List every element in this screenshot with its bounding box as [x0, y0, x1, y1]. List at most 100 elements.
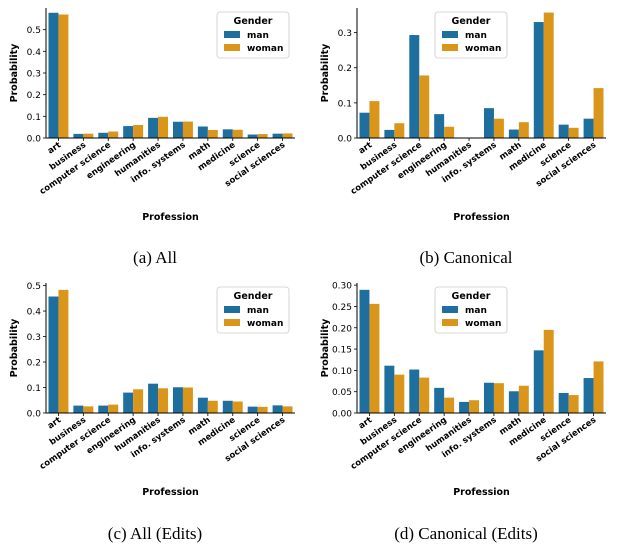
legend-swatch-woman — [442, 44, 458, 51]
bar-man-business — [73, 133, 84, 138]
bar-woman-humanities — [469, 400, 480, 413]
bar-man-info-systems — [483, 108, 494, 138]
x-tick-label: art — [357, 140, 374, 156]
y-tick-label: 0.00 — [332, 410, 352, 420]
x-axis-label: Profession — [453, 487, 510, 498]
y-axis-label: Probability — [9, 43, 20, 102]
bar-woman-science — [568, 127, 579, 138]
bar-man-info-systems — [172, 387, 183, 413]
bar-woman-science — [257, 406, 268, 413]
legend-swatch-woman — [224, 44, 240, 51]
y-axis-label: Probability — [320, 43, 331, 102]
legend-label-man: man — [465, 31, 487, 41]
bar-man-art — [359, 289, 370, 413]
legend-swatch-man — [224, 31, 240, 38]
bar-woman-info-systems — [493, 118, 504, 138]
bar-man-business — [73, 405, 84, 413]
legend-swatch-woman — [224, 319, 240, 326]
chart-panel-d: 0.00 0.05 0.10 0.15 0.20 0.25 0.30 art business c… — [311, 275, 621, 549]
bar-woman-art — [58, 289, 69, 413]
bar-woman-engineering — [444, 126, 455, 138]
bar-man-math — [508, 391, 519, 413]
x-tick-label: art — [46, 140, 63, 156]
y-tick-label: 0.2 — [338, 64, 352, 74]
legend-title: Gender — [452, 16, 491, 27]
y-tick-label: 0.30 — [332, 282, 352, 292]
bar-man-social-sciences — [583, 118, 594, 138]
bar-man-medicine — [222, 400, 233, 413]
bar-woman-info-systems — [182, 387, 193, 413]
bar-man-info-systems — [483, 382, 494, 413]
bar-man-business — [384, 365, 395, 413]
bar-man-medicine — [222, 129, 233, 138]
bar-woman-humanities — [158, 116, 169, 138]
y-tick-label: 0.15 — [332, 346, 352, 356]
chart-panel-c: 0.0 0.1 0.2 0.3 0.4 0.5 art business computer sc… — [0, 275, 310, 549]
bar-woman-info-systems — [182, 121, 193, 138]
bar-woman-social-sciences — [593, 361, 604, 413]
y-tick-label: 0.1 — [27, 384, 41, 394]
bar-man-business — [384, 129, 395, 138]
bar-man-info-systems — [172, 121, 183, 138]
y-tick-label: 0.05 — [332, 388, 352, 398]
y-tick-label: 0.3 — [338, 29, 352, 39]
legend: Gender man woman — [216, 11, 290, 59]
y-tick-label: 0.2 — [27, 359, 41, 369]
y-tick-label: 0.2 — [27, 91, 41, 101]
x-axis-label: Profession — [142, 487, 199, 498]
bar-man-computer-science — [98, 132, 109, 138]
bar-man-math — [197, 126, 208, 138]
y-tick-label: 0.10 — [332, 367, 352, 377]
bar-woman-math — [518, 385, 529, 413]
bar-woman-art — [58, 14, 69, 138]
bar-woman-humanities — [158, 388, 169, 413]
bar-man-science — [558, 124, 569, 138]
bar-woman-computer-science — [419, 377, 430, 413]
bar-woman-business — [394, 374, 405, 413]
bar-woman-science — [568, 395, 579, 413]
bar-woman-computer-science — [108, 131, 119, 138]
bar-man-humanities — [148, 383, 159, 413]
bar-man-art — [48, 296, 59, 413]
bar-man-engineering — [123, 126, 134, 138]
bar-man-math — [508, 129, 519, 138]
caption-c: (c) All (Edits) — [107, 524, 203, 543]
bar-woman-business — [394, 123, 405, 138]
y-tick-label: 0.20 — [332, 324, 352, 334]
x-axis-label: Profession — [453, 212, 510, 223]
bar-woman-social-sciences — [593, 88, 604, 138]
legend-label-woman: woman — [247, 319, 283, 329]
legend-label-woman: woman — [247, 44, 283, 54]
bar-man-engineering — [434, 114, 445, 138]
bar-man-science — [247, 134, 258, 138]
legend-swatch-man — [442, 31, 458, 38]
bar-man-social-sciences — [272, 133, 283, 138]
x-tick-label: art — [357, 415, 374, 431]
bar-woman-business — [83, 406, 94, 413]
bar-woman-info-systems — [493, 383, 504, 413]
bar-man-science — [558, 392, 569, 413]
bar-woman-social-sciences — [282, 406, 293, 413]
bar-woman-computer-science — [419, 75, 430, 138]
y-tick-label: 0.5 — [27, 26, 41, 36]
y-tick-label: 0.3 — [27, 70, 41, 80]
chart-d-svg: 0.000.050.100.150.200.250.30artbusinessc… — [320, 282, 606, 498]
bar-man-computer-science — [98, 405, 109, 413]
y-tick-label: 0.5 — [27, 282, 41, 292]
legend-label-man: man — [247, 306, 269, 316]
y-axis-label: Probability — [9, 318, 20, 377]
bar-man-art — [48, 12, 59, 139]
caption-a: (a) All — [133, 248, 177, 267]
y-tick-label: 0.1 — [338, 99, 352, 109]
bar-woman-math — [518, 122, 529, 138]
bar-woman-medicine — [543, 329, 554, 413]
legend-title: Gender — [234, 16, 273, 27]
y-tick-label: 0.4 — [27, 308, 42, 318]
bar-man-social-sciences — [272, 405, 283, 413]
bar-man-humanities — [459, 401, 470, 413]
legend-title: Gender — [452, 291, 491, 302]
bar-man-science — [247, 406, 258, 413]
legend-swatch-man — [442, 306, 458, 313]
